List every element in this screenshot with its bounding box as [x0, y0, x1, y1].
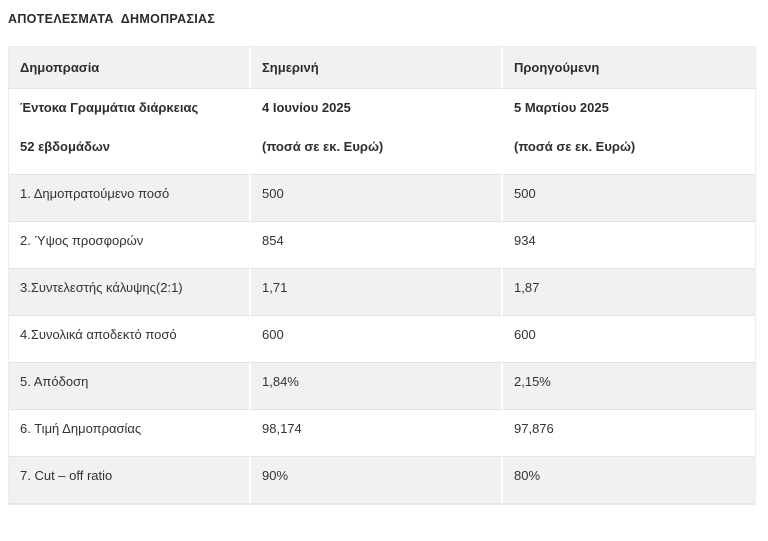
auction-results-table: Δημοπρασία Σημερινή Προηγούμενη Έντοκα Γ… — [8, 46, 756, 505]
current-value: 1,84% — [249, 363, 501, 410]
previous-value: 600 — [501, 316, 755, 363]
table-header-row: Δημοπρασία Σημερινή Προηγούμενη — [9, 47, 755, 89]
table-subheader-row: Έντοκα Γραμμάτια διάρκειας 52 εβδομάδων … — [9, 89, 755, 175]
column-header-auction: Δημοπρασία — [9, 47, 249, 89]
row-label: 2. Ύψος προσφορών — [9, 222, 249, 269]
previous-value: 500 — [501, 175, 755, 222]
previous-date: 5 Μαρτίου 2025 — [514, 100, 609, 115]
current-value: 1,71 — [249, 269, 501, 316]
current-date-cell: 4 Ιουνίου 2025 (ποσά σε εκ. Ευρώ) — [249, 89, 501, 175]
instrument-line2: 52 εβδομάδων — [20, 139, 111, 154]
column-header-current: Σημερινή — [249, 47, 501, 89]
page-title: ΑΠΟΤΕΛΕΣΜΑΤΑ ΔΗΜΟΠΡΑΣΙΑΣ — [8, 12, 216, 26]
row-label: 1. Δημοπρατούμενο ποσό — [9, 175, 249, 222]
instrument-cell: Έντοκα Γραμμάτια διάρκειας 52 εβδομάδων — [9, 89, 249, 175]
table-row: 5. Απόδοση 1,84% 2,15% — [9, 363, 755, 410]
current-value: 500 — [249, 175, 501, 222]
row-label: 6. Τιμή Δημοπρασίας — [9, 410, 249, 457]
current-value: 600 — [249, 316, 501, 363]
current-value: 90% — [249, 457, 501, 504]
table-row: 1. Δημοπρατούμενο ποσό 500 500 — [9, 175, 755, 222]
table-row: 2. Ύψος προσφορών 854 934 — [9, 222, 755, 269]
current-value: 854 — [249, 222, 501, 269]
previous-date-cell: 5 Μαρτίου 2025 (ποσά σε εκ. Ευρώ) — [501, 89, 755, 175]
column-header-previous: Προηγούμενη — [501, 47, 755, 89]
previous-value: 934 — [501, 222, 755, 269]
row-label: 4.Συνολικά αποδεκτό ποσό — [9, 316, 249, 363]
current-value: 98,174 — [249, 410, 501, 457]
table-row: 4.Συνολικά αποδεκτό ποσό 600 600 — [9, 316, 755, 363]
previous-value: 97,876 — [501, 410, 755, 457]
previous-unit: (ποσά σε εκ. Ευρώ) — [514, 139, 636, 154]
current-unit: (ποσά σε εκ. Ευρώ) — [262, 139, 384, 154]
row-label: 7. Cut – off ratio — [9, 457, 249, 504]
current-date: 4 Ιουνίου 2025 — [262, 100, 351, 115]
row-label: 3.Συντελεστής κάλυψης(2:1) — [9, 269, 249, 316]
row-label: 5. Απόδοση — [9, 363, 249, 410]
table-row: 3.Συντελεστής κάλυψης(2:1) 1,71 1,87 — [9, 269, 755, 316]
previous-value: 2,15% — [501, 363, 755, 410]
table-row: 6. Τιμή Δημοπρασίας 98,174 97,876 — [9, 410, 755, 457]
instrument-line1: Έντοκα Γραμμάτια διάρκειας — [20, 100, 199, 115]
previous-value: 80% — [501, 457, 755, 504]
table-row: 7. Cut – off ratio 90% 80% — [9, 457, 755, 504]
previous-value: 1,87 — [501, 269, 755, 316]
